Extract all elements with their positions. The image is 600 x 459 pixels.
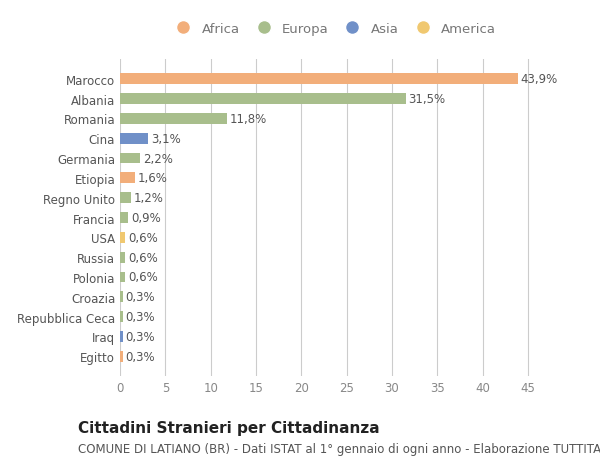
- Text: 31,5%: 31,5%: [408, 93, 445, 106]
- Text: 0,3%: 0,3%: [125, 330, 155, 343]
- Text: 0,6%: 0,6%: [128, 251, 158, 264]
- Text: 3,1%: 3,1%: [151, 132, 181, 146]
- Text: 1,6%: 1,6%: [137, 172, 167, 185]
- Text: 0,3%: 0,3%: [125, 310, 155, 324]
- Text: 43,9%: 43,9%: [521, 73, 558, 86]
- Bar: [120, 153, 140, 164]
- Text: 2,2%: 2,2%: [143, 152, 173, 165]
- Text: 11,8%: 11,8%: [230, 112, 267, 126]
- Text: COMUNE DI LATIANO (BR) - Dati ISTAT al 1° gennaio di ogni anno - Elaborazione TU: COMUNE DI LATIANO (BR) - Dati ISTAT al 1…: [78, 442, 600, 454]
- Bar: [120, 252, 125, 263]
- Bar: [120, 213, 128, 224]
- Bar: [120, 312, 123, 322]
- Text: 0,6%: 0,6%: [128, 231, 158, 244]
- Bar: [120, 74, 518, 85]
- Text: 1,2%: 1,2%: [134, 192, 163, 205]
- Bar: [120, 94, 406, 105]
- Bar: [120, 232, 125, 243]
- Text: Cittadini Stranieri per Cittadinanza: Cittadini Stranieri per Cittadinanza: [78, 420, 380, 435]
- Bar: [120, 351, 123, 362]
- Bar: [120, 114, 227, 124]
- Text: 0,3%: 0,3%: [125, 350, 155, 363]
- Text: 0,9%: 0,9%: [131, 212, 161, 224]
- Bar: [120, 173, 134, 184]
- Text: 0,3%: 0,3%: [125, 291, 155, 304]
- Bar: [120, 193, 131, 204]
- Bar: [120, 292, 123, 302]
- Bar: [120, 272, 125, 283]
- Text: 0,6%: 0,6%: [128, 271, 158, 284]
- Bar: [120, 134, 148, 144]
- Legend: Africa, Europa, Asia, America: Africa, Europa, Asia, America: [166, 19, 500, 39]
- Bar: [120, 331, 123, 342]
